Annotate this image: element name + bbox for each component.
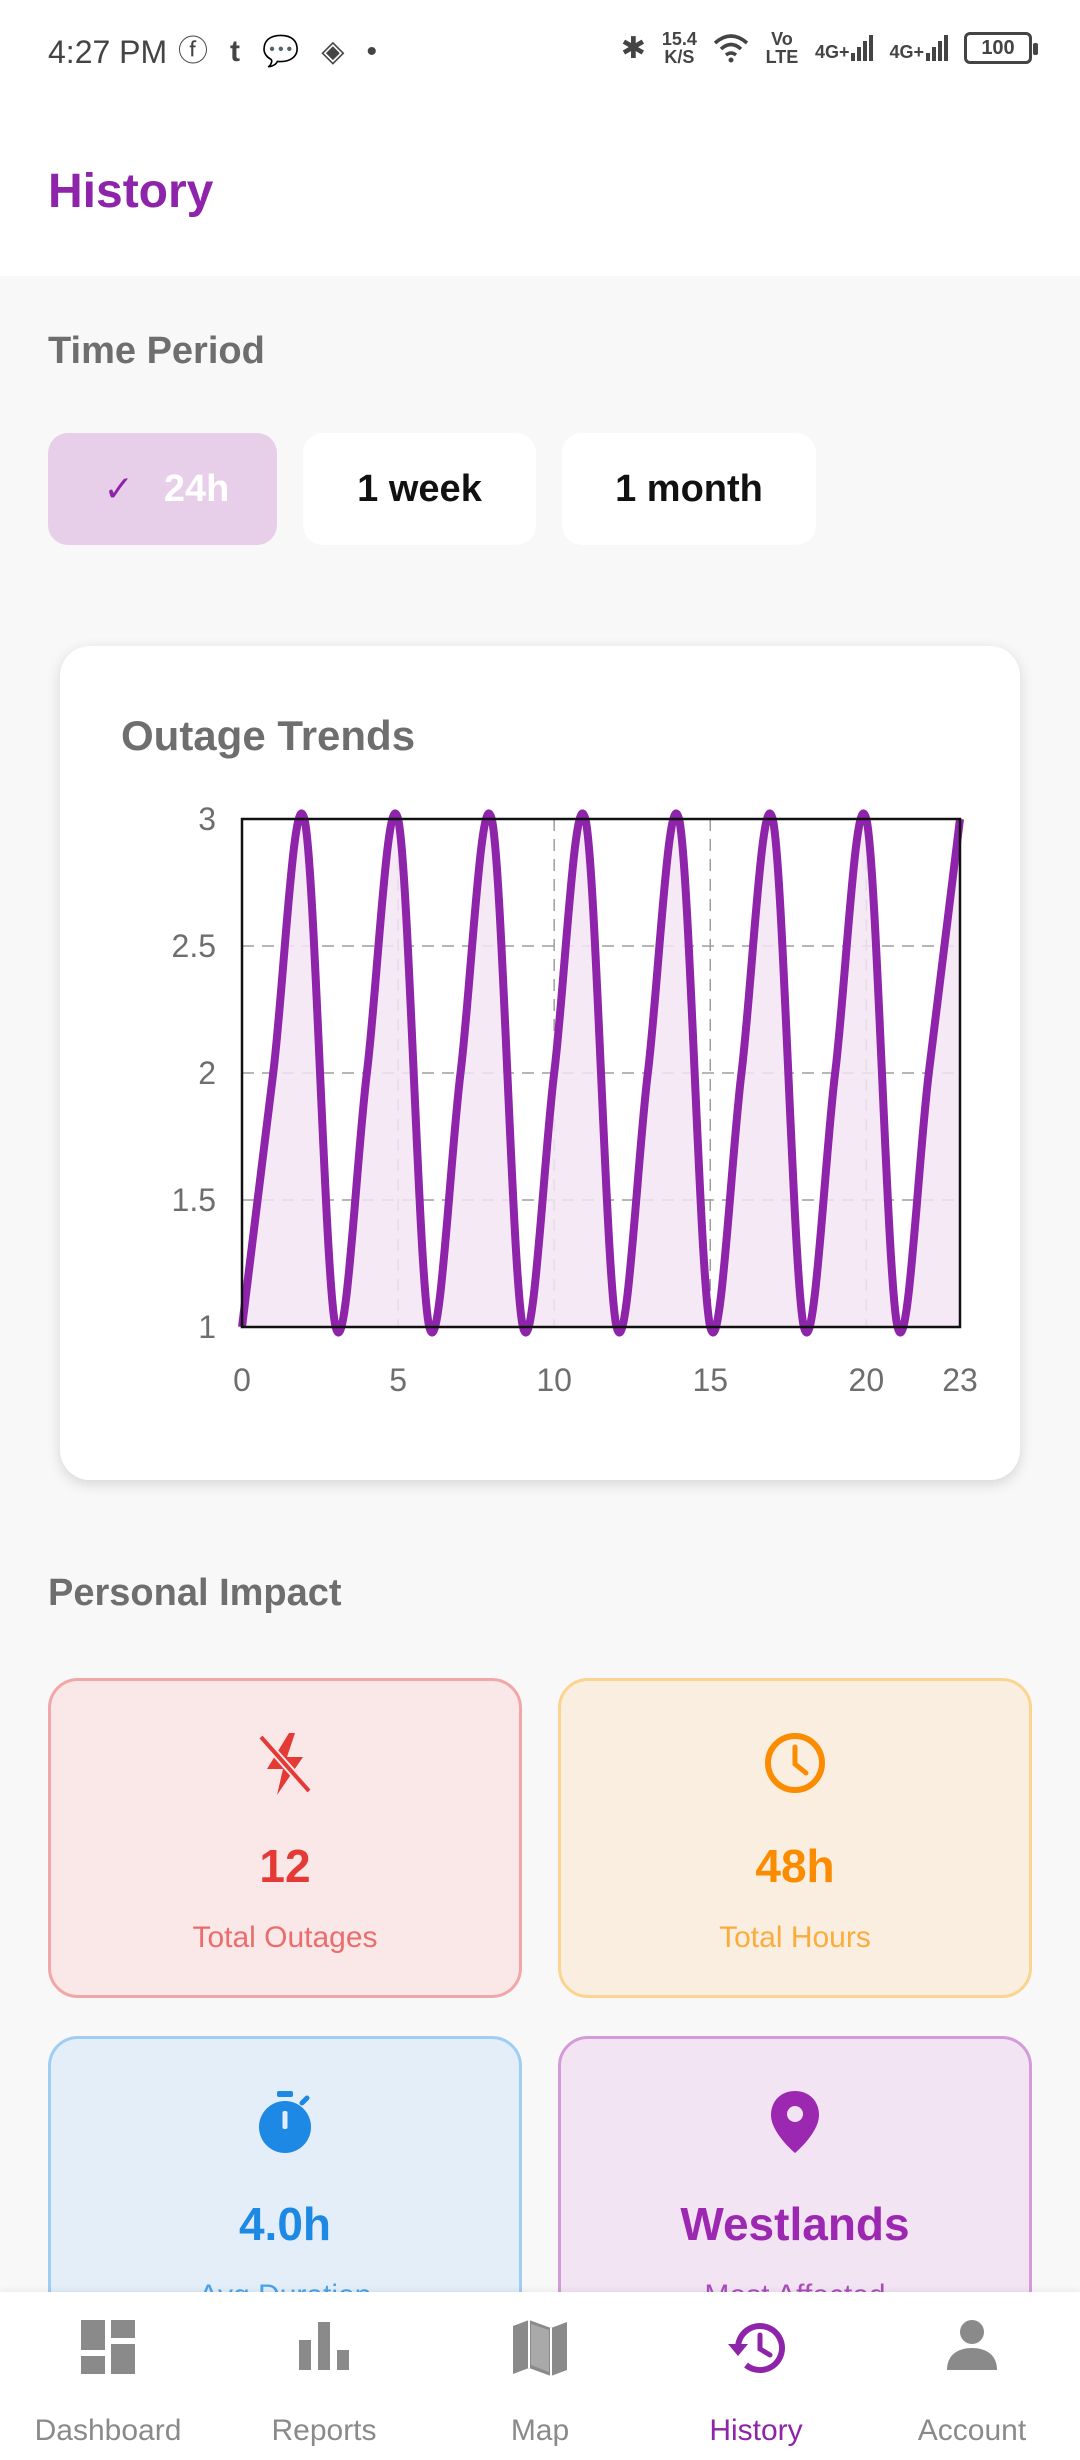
location-pin-icon xyxy=(561,2089,1029,2159)
y-tick-label: 1.5 xyxy=(172,1182,216,1218)
check-icon: ✓ xyxy=(103,468,134,509)
wifi-icon xyxy=(713,34,749,63)
nav-reports[interactable]: Reports xyxy=(216,2292,432,2460)
total-outages-value: 12 xyxy=(259,1840,311,1892)
volte-label: Vo LTE xyxy=(765,29,799,67)
personal-impact-label: Personal Impact xyxy=(48,1572,342,1614)
total-hours-card[interactable]: 48h Total Hours xyxy=(558,1678,1032,1998)
chat-icon: 💬 xyxy=(262,35,300,68)
system-icons: ✱ 15.4 K/S Vo LTE 4G+ 4G+ 100 xyxy=(620,29,1038,67)
binance-icon: ◈ xyxy=(321,35,345,68)
series-line xyxy=(238,809,964,1337)
app-bar: History xyxy=(0,110,1080,276)
nav-reports-label: Reports xyxy=(271,2414,377,2447)
total-outages-card[interactable]: 12 Total Outages xyxy=(48,1678,522,1998)
bottom-navigation: Dashboard Reports Map xyxy=(0,2292,1080,2460)
time-period-label: Time Period xyxy=(48,330,265,372)
chart-title: Outage Trends xyxy=(121,712,416,759)
y-tick-label: 2 xyxy=(198,1055,216,1091)
chip-24h[interactable]: ✓ 24h xyxy=(48,433,277,545)
clock-icon xyxy=(561,1731,1029,1801)
x-tick-label: 20 xyxy=(849,1362,885,1398)
network-speed: 15.4 K/S xyxy=(661,29,697,67)
dashboard-icon xyxy=(0,2318,216,2384)
chip-1-week-label: 1 week xyxy=(357,467,482,510)
status-time: 4:27 PM xyxy=(48,34,168,70)
bar-chart-icon xyxy=(216,2318,432,2384)
chip-24h-label: 24h xyxy=(163,467,230,510)
avg-duration-value: 4.0h xyxy=(238,2198,332,2250)
x-tick-label: 15 xyxy=(692,1362,728,1398)
nav-account[interactable]: Account xyxy=(864,2292,1080,2460)
signal-bars-icon xyxy=(851,35,874,61)
nav-map[interactable]: Map xyxy=(432,2292,648,2460)
map-icon xyxy=(432,2318,648,2384)
total-hours-value: 48h xyxy=(755,1840,835,1892)
nav-history-label: History xyxy=(709,2414,803,2447)
power-off-icon xyxy=(51,1731,519,1801)
history-icon xyxy=(648,2318,864,2384)
nav-dashboard[interactable]: Dashboard xyxy=(0,2292,216,2460)
chip-1-month[interactable]: 1 month xyxy=(562,433,816,545)
tumblr-icon: t xyxy=(230,35,240,68)
x-tick-label: 5 xyxy=(389,1362,407,1398)
status-bar: 4:27 PM ⓕ t 💬 ◈ • ✱ 15.4 K/S Vo LTE 4G+ … xyxy=(0,0,1080,110)
nav-dashboard-label: Dashboard xyxy=(34,2414,182,2447)
dot-icon: • xyxy=(366,35,377,68)
x-tick-label: 23 xyxy=(942,1362,978,1398)
battery-indicator: 100 xyxy=(964,32,1038,64)
time-period-selector: ✓ 24h 1 week 1 month xyxy=(48,433,816,545)
bluetooth-icon: ✱ xyxy=(620,31,646,65)
chip-1-week[interactable]: 1 week xyxy=(303,433,536,545)
y-tick-label: 3 xyxy=(198,801,216,837)
chip-1-month-label: 1 month xyxy=(615,467,763,510)
signal-strength-2: 4G+ xyxy=(889,35,948,61)
plot-border xyxy=(240,817,962,1329)
signal-bars-icon xyxy=(926,35,948,61)
outage-trends-card: 1 1.5 2 2.5 3 0 5 10 15 20 23 Outage Trends xyxy=(60,646,1020,1480)
account-icon xyxy=(864,2318,1080,2384)
y-tick-label: 1 xyxy=(198,1309,216,1345)
nav-account-label: Account xyxy=(917,2414,1027,2447)
x-tick-label: 10 xyxy=(536,1362,572,1398)
most-affected-value: Westlands xyxy=(680,2198,910,2250)
nav-map-label: Map xyxy=(510,2414,570,2447)
notification-icons: ⓕ t 💬 ◈ • xyxy=(178,34,377,70)
outage-trends-chart: 1 1.5 2 2.5 3 0 5 10 15 20 23 xyxy=(172,801,978,1398)
page-title: History xyxy=(48,165,214,218)
total-outages-label: Total Outages xyxy=(192,1921,378,1954)
signal-strength-1: 4G+ xyxy=(815,35,874,61)
nav-history[interactable]: History xyxy=(648,2292,864,2460)
y-tick-label: 2.5 xyxy=(172,928,216,964)
facebook-icon: ⓕ xyxy=(178,35,208,68)
x-tick-label: 0 xyxy=(233,1362,251,1398)
total-hours-label: Total Hours xyxy=(719,1921,871,1954)
stopwatch-icon xyxy=(51,2089,519,2159)
